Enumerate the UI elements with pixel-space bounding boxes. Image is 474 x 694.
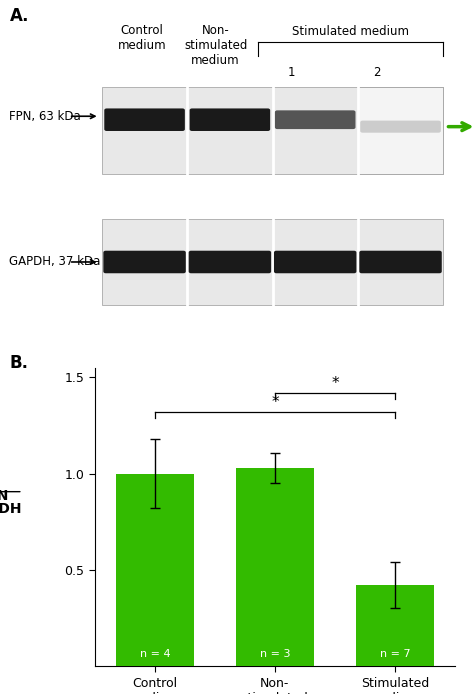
Bar [356, 585, 434, 666]
Text: Control
medium: Control medium [118, 24, 166, 52]
Text: 2: 2 [373, 66, 381, 79]
Text: 1: 1 [288, 66, 295, 79]
Text: FPN, 63 kDa: FPN, 63 kDa [9, 110, 81, 123]
Text: n = 7: n = 7 [380, 648, 410, 659]
FancyBboxPatch shape [190, 108, 270, 131]
Bar [102, 219, 443, 305]
Bar [102, 87, 443, 174]
Text: GAPDH, 37 kDa: GAPDH, 37 kDa [9, 255, 101, 269]
Text: B.: B. [9, 354, 28, 372]
FancyBboxPatch shape [360, 121, 441, 133]
Text: Non-
stimulated
medium: Non- stimulated medium [184, 24, 247, 67]
Bar [358, 87, 443, 174]
Bar [116, 474, 194, 666]
FancyBboxPatch shape [104, 108, 185, 131]
FancyBboxPatch shape [359, 251, 442, 273]
Bar [236, 468, 314, 666]
FancyBboxPatch shape [103, 251, 186, 273]
Text: Stimulated medium: Stimulated medium [292, 25, 409, 38]
Text: *: * [331, 376, 339, 391]
Text: n = 4: n = 4 [139, 648, 170, 659]
FancyBboxPatch shape [189, 251, 271, 273]
Text: n = 3: n = 3 [260, 648, 290, 659]
Text: A.: A. [9, 7, 29, 25]
Text: FPN
GAPDH: FPN GAPDH [0, 489, 22, 516]
Text: *: * [271, 395, 279, 410]
FancyBboxPatch shape [275, 110, 356, 129]
FancyBboxPatch shape [274, 251, 356, 273]
